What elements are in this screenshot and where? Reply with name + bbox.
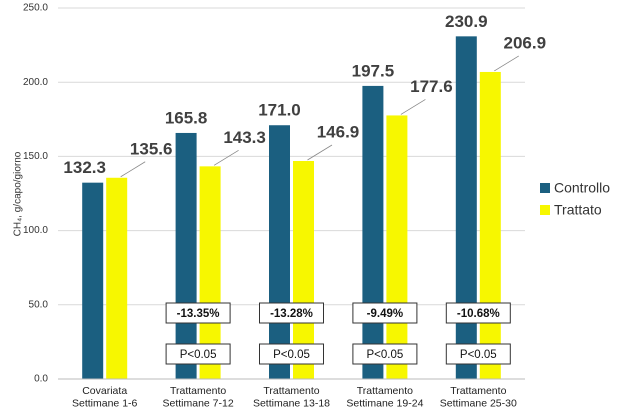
x-tick-label: Trattamento Settimane 13-18: [253, 385, 330, 410]
annotation: P<0.05: [180, 349, 217, 361]
value-label: 146.9: [317, 122, 360, 141]
annotation: -9.49%: [367, 308, 403, 320]
leader-line: [400, 99, 426, 115]
annotation-box: [352, 343, 418, 365]
annotation: -13.35%: [177, 308, 220, 320]
x-tick-label: Covariata Settimane 1-6: [72, 385, 138, 410]
legend-label: Trattato: [554, 202, 602, 218]
value-label: 165.8: [165, 108, 208, 127]
y-tick-label: 200.0: [23, 77, 48, 88]
annotation-box: [259, 343, 324, 365]
x-tick-label: Trattamento Settimane 25-30: [440, 385, 517, 410]
annotation-box: [445, 302, 511, 324]
legend-swatch: [540, 205, 550, 215]
annotation: P<0.05: [460, 349, 497, 361]
value-label: 135.6: [130, 139, 173, 158]
bar: [479, 71, 501, 380]
bar: [386, 115, 408, 380]
bar: [106, 177, 128, 379]
y-tick-label: 150.0: [23, 151, 48, 162]
annotation-box: [352, 302, 418, 324]
value-label: 143.3: [223, 128, 266, 147]
y-axis-label: CH₄, g/capo/giorno: [13, 151, 24, 236]
annotation: -10.68%: [457, 308, 500, 320]
value-label: 206.9: [504, 33, 547, 52]
value-label: 177.6: [410, 77, 453, 96]
y-tick-label: 50.0: [29, 299, 49, 310]
value-label: 197.5: [352, 61, 395, 80]
y-tick-label: 0.0: [34, 374, 48, 385]
annotation-box: [259, 302, 324, 324]
bar: [175, 132, 197, 379]
legend-label: Controllo: [554, 180, 610, 196]
y-tick-label: 250.0: [23, 3, 48, 14]
bar: [293, 161, 314, 379]
bar: [455, 36, 477, 380]
bar: [199, 166, 221, 379]
annotation-box: [445, 343, 511, 365]
annotation: P<0.05: [367, 349, 404, 361]
annotation-box: [165, 302, 231, 324]
x-tick-label: Trattamento Settimane 7-12: [162, 385, 233, 410]
value-label: 171.0: [258, 101, 301, 120]
annotation: -13.28%: [270, 308, 313, 320]
bar: [362, 85, 384, 379]
x-tick-label: Trattamento Settimane 19-24: [346, 385, 423, 410]
leader-line: [120, 161, 146, 178]
leader-line: [213, 150, 239, 166]
annotation-box: [165, 343, 231, 365]
y-tick-label: 100.0: [23, 225, 48, 236]
bar: [82, 182, 104, 379]
annotation: P<0.05: [273, 349, 310, 361]
bar: [269, 125, 290, 380]
leader-line: [494, 55, 520, 72]
legend-swatch: [540, 183, 550, 193]
leader-line: [307, 144, 333, 161]
value-label: 230.9: [445, 12, 488, 31]
value-label: 132.3: [63, 158, 106, 177]
